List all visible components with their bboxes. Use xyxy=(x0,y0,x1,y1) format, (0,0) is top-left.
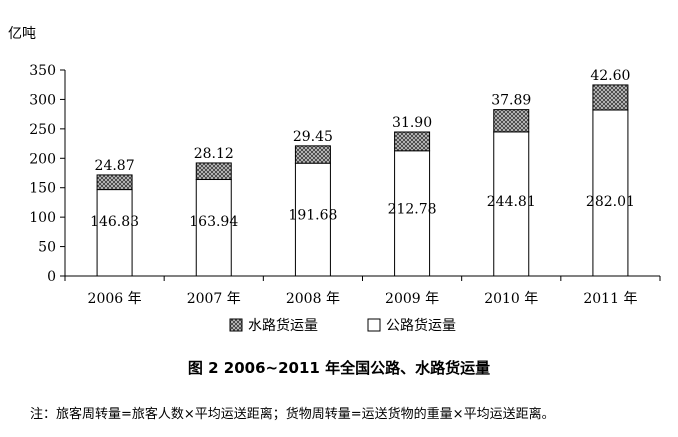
legend: 水路货运量 公路货运量 xyxy=(229,317,456,334)
data-label-water: 31.90 xyxy=(392,115,432,131)
data-label-water: 24.87 xyxy=(95,158,135,174)
x-tick-label: 2011 年 xyxy=(583,291,637,307)
bar-chart: 亿吨 0 50 100 150 200 250 300 350 2006 年 2007 年 2008… xyxy=(8,26,661,334)
bar-road xyxy=(294,162,331,277)
y-tick-label: 250 xyxy=(29,122,56,138)
y-tick-label: 300 xyxy=(29,92,56,108)
bar-water xyxy=(493,109,530,133)
legend-swatch-road xyxy=(367,318,381,332)
legend-swatch-water xyxy=(229,318,243,332)
x-tick-label: 2006 年 xyxy=(88,291,142,307)
data-label-road: 212.78 xyxy=(388,201,437,217)
data-label-water: 37.89 xyxy=(491,93,531,109)
bar-water xyxy=(394,131,431,152)
x-tick-label: 2010 年 xyxy=(484,291,538,307)
bar-water xyxy=(592,84,629,111)
data-label-road: 146.83 xyxy=(90,214,139,230)
data-label-road: 163.94 xyxy=(189,214,238,230)
x-tick-label: 2008 年 xyxy=(286,291,340,307)
bar-water xyxy=(195,162,232,181)
bar-road xyxy=(394,150,431,277)
chart-note: 注：旅客周转量=旅客人数×平均运送距离；货物周转量=运送货物的重量×平均运送距离… xyxy=(30,407,555,422)
y-axis-label: 亿吨 xyxy=(8,26,36,42)
data-labels: 24.87 146.83 28.12 163.94 29.45 191.68 31.90 21… xyxy=(90,68,635,230)
bar-road xyxy=(592,109,629,277)
chart-title: 图 2 2006~2011 年全国公路、水路货运量 xyxy=(187,359,491,377)
y-tick-label: 50 xyxy=(38,240,56,256)
data-label-road: 244.81 xyxy=(487,194,536,210)
data-label-water: 29.45 xyxy=(293,129,333,145)
y-tick-label: 150 xyxy=(29,181,56,197)
bars xyxy=(96,84,629,277)
axes: 0 50 100 150 200 250 300 350 2006 年 2007 年 2008 年 2… xyxy=(29,63,661,307)
data-label-road: 282.01 xyxy=(586,194,635,210)
legend-label-water: 水路货运量 xyxy=(248,317,318,334)
bar-water xyxy=(96,174,133,191)
legend-label-road: 公路货运量 xyxy=(386,317,456,334)
x-tick-label: 2007 年 xyxy=(187,291,241,307)
bar-road xyxy=(493,131,530,277)
y-tick-label: 100 xyxy=(29,210,56,226)
data-label-road: 191.68 xyxy=(288,208,337,224)
bar-road xyxy=(96,189,133,277)
bar-road xyxy=(195,179,232,277)
y-tick-label: 0 xyxy=(47,269,56,285)
data-label-water: 42.60 xyxy=(590,68,630,84)
data-label-water: 28.12 xyxy=(194,146,234,162)
y-tick-label: 200 xyxy=(29,151,56,167)
x-tick-label: 2009 年 xyxy=(385,291,439,307)
y-tick-label: 350 xyxy=(29,63,56,79)
bar-water xyxy=(294,145,331,164)
